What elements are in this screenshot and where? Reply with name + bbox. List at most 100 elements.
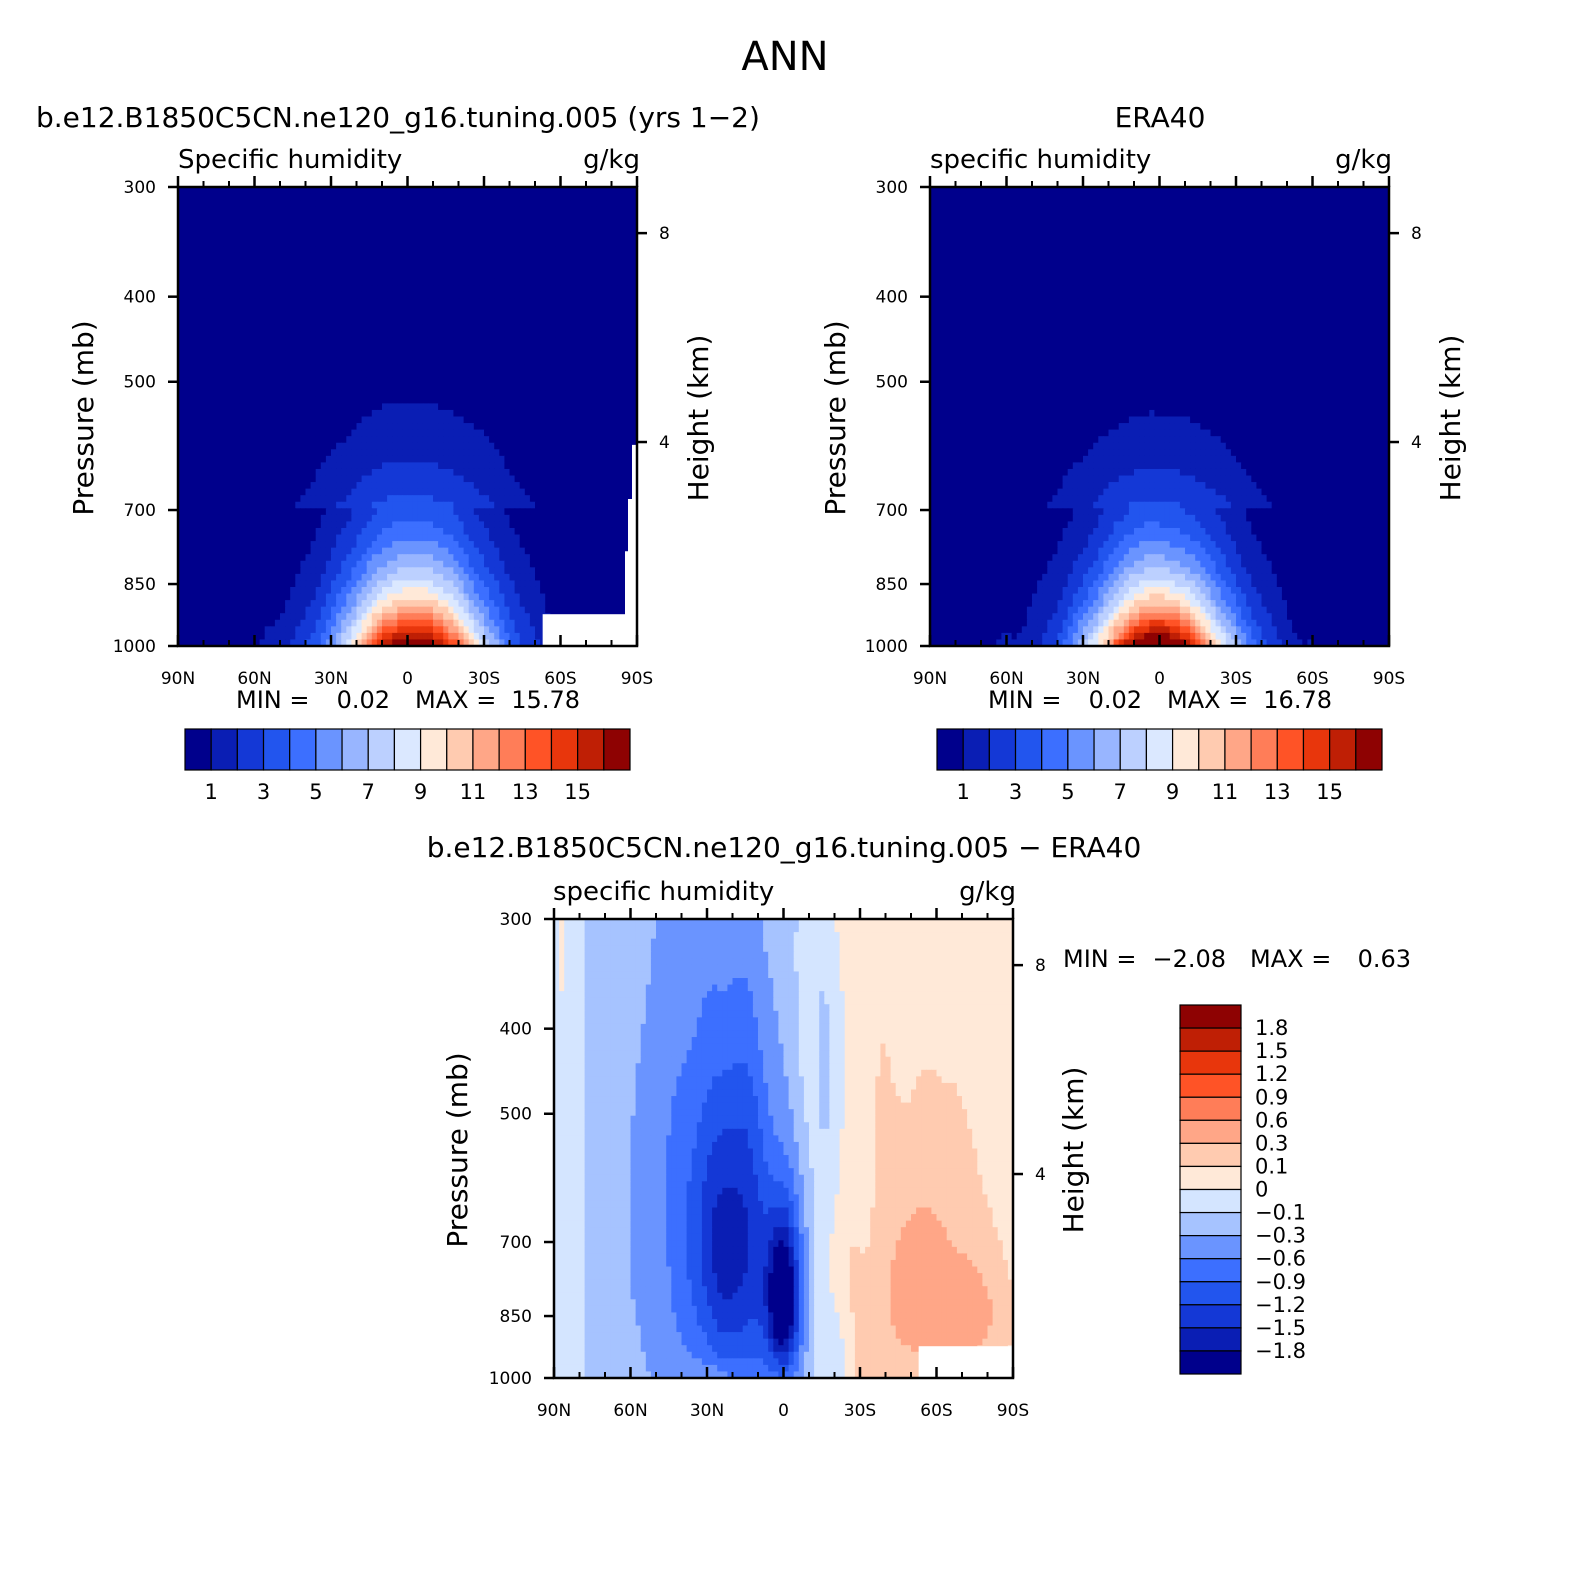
field-cell [468, 423, 475, 431]
field-cell [285, 383, 291, 391]
field-cell [208, 495, 215, 503]
field-cell [575, 442, 582, 450]
field-cell [305, 305, 312, 313]
field-cell [504, 377, 511, 385]
field-cell [433, 508, 439, 516]
field-cell [269, 206, 276, 214]
field-cell [371, 429, 378, 437]
field-cell [565, 442, 572, 450]
field-cell [264, 482, 271, 490]
field-cell [519, 442, 526, 450]
field-cell [580, 396, 587, 404]
field-cell [269, 416, 276, 424]
field-cell [596, 462, 602, 470]
field-cell [320, 514, 327, 523]
field-cell [484, 370, 490, 378]
field-cell [417, 311, 424, 319]
field-cell [545, 534, 551, 542]
field-cell [341, 370, 347, 378]
field-cell [524, 508, 531, 516]
field-cell [183, 482, 189, 490]
field-cell [336, 187, 342, 195]
field-cell [591, 383, 597, 391]
field-cell [601, 298, 607, 306]
field-cell [575, 278, 582, 286]
field-cell [626, 429, 633, 437]
field-cell [529, 449, 536, 457]
field-cell [427, 364, 434, 372]
field-cell [188, 232, 194, 241]
field-cell [626, 357, 633, 365]
field-cell [259, 344, 266, 352]
field-cell [382, 272, 388, 280]
field-cell [555, 324, 562, 332]
field-cell [545, 527, 551, 536]
field-cell [351, 423, 358, 431]
field-cell [183, 259, 189, 267]
field-cell [417, 272, 424, 280]
field-cell [361, 455, 368, 463]
field-cell [254, 416, 261, 424]
field-cell [575, 259, 582, 267]
field-cell [198, 416, 205, 424]
field-cell [468, 331, 475, 339]
field-cell [570, 468, 577, 477]
field-cell [606, 193, 613, 201]
field-cell [438, 344, 444, 352]
field-cell [407, 193, 414, 201]
field-cell [596, 488, 602, 496]
field-cell [611, 436, 618, 444]
field-cell [412, 521, 419, 529]
field-cell [468, 383, 475, 391]
field-cell [371, 370, 378, 378]
field-cell [346, 318, 352, 326]
field-cell [382, 462, 388, 470]
field-cell [463, 370, 470, 378]
field-cell [300, 350, 307, 359]
field-cell [570, 232, 577, 241]
field-cell [412, 350, 419, 359]
field-cell [463, 278, 470, 286]
field-cell [509, 409, 516, 418]
field-cell [295, 508, 301, 516]
field-cell [290, 462, 296, 470]
field-cell [494, 337, 500, 345]
field-cell [427, 514, 434, 523]
field-cell [524, 475, 531, 483]
field-cell [310, 219, 317, 227]
field-cell [387, 547, 393, 555]
field-cell [218, 331, 225, 339]
field-cell [463, 226, 470, 234]
field-cell [402, 226, 409, 234]
field-cell [621, 534, 628, 542]
field-cell [463, 331, 470, 339]
field-cell [366, 213, 373, 221]
field-cell [453, 259, 460, 267]
field-cell [193, 298, 199, 306]
field-cell [264, 331, 271, 339]
field-cell [310, 455, 317, 463]
field-cell [356, 390, 363, 398]
field-cell [524, 403, 531, 411]
field-cell [218, 482, 225, 490]
field-cell [397, 226, 403, 234]
field-cell [443, 265, 449, 273]
field-cell [188, 416, 194, 424]
field-cell [458, 370, 465, 378]
field-cell [422, 187, 429, 195]
field-cell [550, 468, 556, 477]
field-cell [208, 541, 215, 549]
field-cell [274, 377, 281, 385]
field-cell [560, 200, 567, 208]
field-cell [621, 318, 628, 326]
field-cell [213, 547, 220, 555]
field-cell [274, 370, 281, 378]
field-cell [504, 409, 511, 418]
field-cell [621, 521, 628, 529]
field-cell [484, 541, 490, 549]
field-cell [259, 337, 266, 345]
field-cell [234, 462, 240, 470]
field-cell [422, 514, 429, 523]
field-cell [183, 455, 189, 463]
field-cell [382, 449, 388, 457]
